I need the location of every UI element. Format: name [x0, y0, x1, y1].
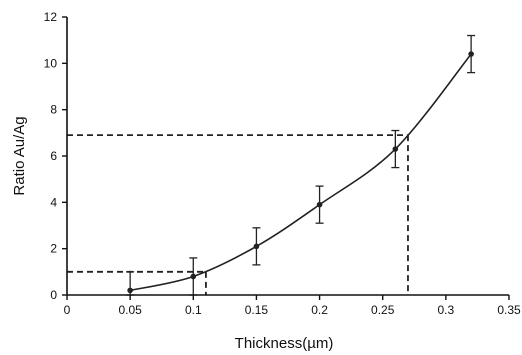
x-tick-label: 0.05 — [118, 303, 142, 317]
data-point — [190, 273, 197, 280]
series-line — [129, 53, 472, 292]
x-tick-label: 0.1 — [185, 303, 202, 317]
data-point — [127, 287, 133, 294]
data-point — [316, 201, 323, 208]
x-tick-label: 0.25 — [371, 303, 395, 317]
data-point — [468, 51, 474, 57]
y-tick-label: 0 — [50, 288, 57, 302]
x-axis-title: Thickness(µm) — [235, 335, 334, 352]
x-tick-label: 0.2 — [311, 303, 328, 317]
y-ticks: 0 2 4 6 8 10 12 — [44, 10, 67, 302]
data-point — [392, 146, 399, 152]
y-tick-label: 10 — [44, 56, 58, 70]
axes — [66, 17, 509, 296]
y-tick-label: 6 — [50, 149, 57, 163]
y-tick-label: 12 — [44, 10, 58, 24]
y-tick-label: 4 — [50, 195, 57, 209]
data-point — [253, 243, 260, 250]
y-tick-label: 2 — [50, 242, 57, 256]
x-tick-label: 0.15 — [245, 303, 269, 317]
x-tick-label: 0 — [64, 303, 71, 317]
x-tick-label: 0.35 — [497, 303, 521, 317]
x-ticks: 0 0.05 0.1 0.15 0.2 0.25 0.3 0.35 — [64, 295, 521, 317]
x-tick-label: 0.3 — [438, 303, 455, 317]
y-axis-title: Ratio Au/Ag — [11, 116, 28, 195]
y-tick-label: 8 — [50, 103, 57, 117]
plot-area — [67, 34, 476, 296]
